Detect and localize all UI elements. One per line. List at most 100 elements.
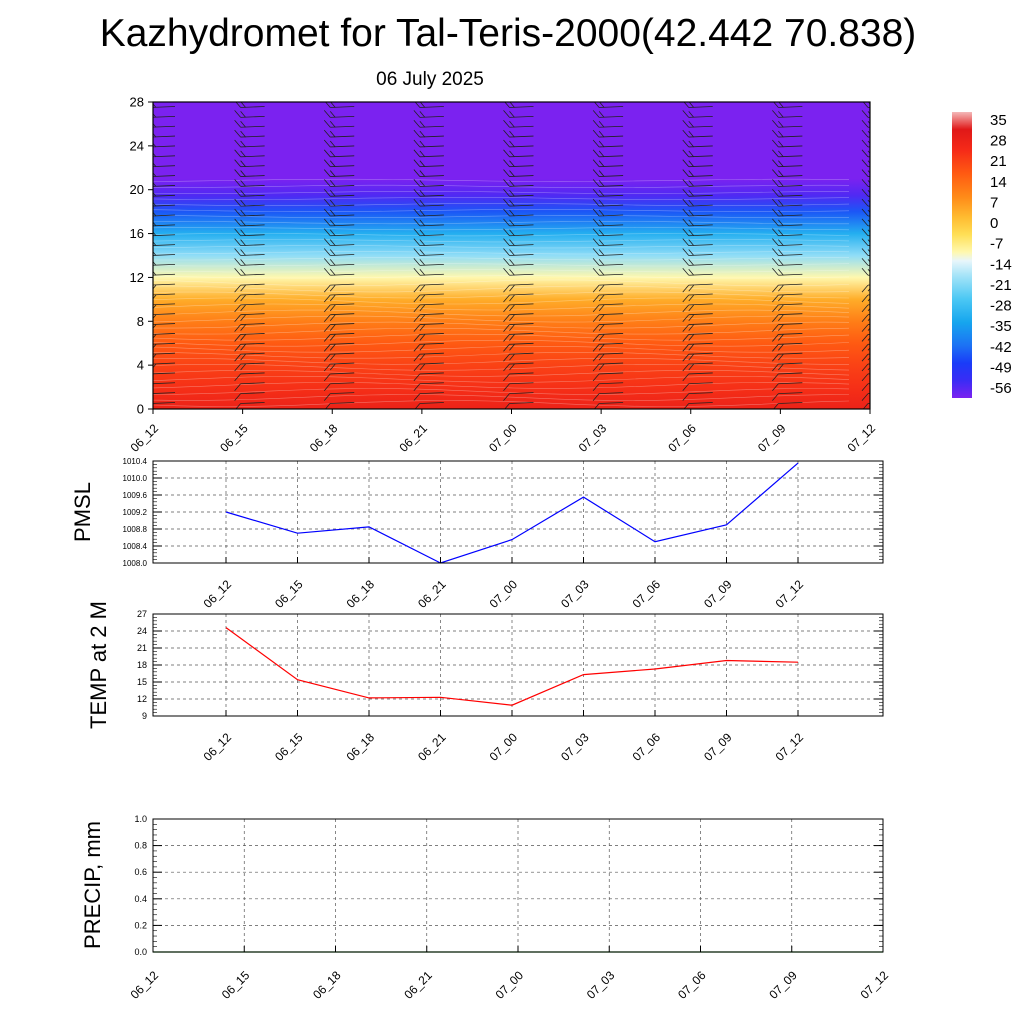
wind-barb [861,218,870,227]
wind-barb [861,383,870,392]
wind-barb [323,362,355,372]
wind-barb [592,333,624,342]
wind-barb [234,313,265,322]
wind-barb [682,283,713,293]
wind-barb [323,382,355,392]
wind-barb [323,293,355,303]
contour-line [153,251,850,255]
pmsl-xtick-label: 06_18 [344,577,378,611]
wind-barb [682,313,713,322]
wind-barb [413,169,444,177]
wind-barb [592,129,624,138]
wind-barb [592,189,624,197]
temp-xtick-label: 07_12 [773,730,807,764]
precip-ytick-label: 1.0 [134,814,147,824]
wind-barb [234,267,265,276]
wind-barb [413,248,444,256]
contour-line [153,285,850,293]
wind-barb [503,149,534,158]
wind-barb [682,342,713,352]
colorbar-label: 0 [990,215,998,232]
wind-barb [503,303,534,313]
wind-barb [234,189,265,197]
pmsl-ytick-label: 1009.6 [123,491,148,500]
precip-ylabel: PRECIP, mm [80,821,105,949]
wind-barb [413,392,444,401]
contour-line [153,370,850,377]
wind-barb [503,208,534,217]
wind-barb [153,382,176,385]
wind-barb [772,129,803,138]
wind-barb [503,129,534,138]
wind-barb [682,258,713,266]
wind-barb [592,352,624,362]
wind-barb [323,169,355,177]
wind-barb [153,372,176,375]
wind-barb [772,392,803,401]
wind-barb [234,333,265,342]
wind-barb [234,169,265,177]
wind-barb [682,362,713,372]
wind-barb [503,362,534,372]
precip-ytick-label: 0.0 [134,947,147,957]
wind-barb [861,284,870,293]
wind-barb [772,342,803,352]
precip-ytick-label: 0.2 [134,920,147,930]
contour-line [153,333,850,341]
wind-barb [323,119,355,128]
temp-xtick-label: 06_12 [201,730,235,764]
wind-barb [234,372,265,382]
temp-ytick-label: 27 [137,609,147,619]
wind-barb [234,293,265,303]
wind-barb [503,198,534,207]
precip-xtick-label: 07_00 [493,968,527,1002]
wind-barb [323,342,355,352]
contour-line [153,394,850,401]
temp-xtick-label: 06_21 [415,730,449,764]
wind-barb [503,313,534,322]
wind-barb [772,198,803,207]
wind-barb [413,228,444,237]
wind-barb [682,228,713,237]
wind-barb [861,294,870,303]
wind-barb [503,169,534,177]
wind-barb [592,323,624,332]
wind-barb [503,372,534,382]
precip-xtick-label: 06_12 [128,968,162,1002]
contour-line [153,239,850,243]
temp-xtick-label: 07_06 [630,730,664,764]
colorbar-label: 21 [990,153,1007,170]
wind-barb [682,238,713,247]
cs-xtick-label: 07_00 [486,421,520,455]
wind-barb [592,218,624,227]
wind-barb [323,372,355,382]
temp-ytick-label: 12 [137,694,147,704]
wind-barb [682,382,713,392]
wind-barb [234,159,265,168]
wind-barb [592,179,624,187]
wind-barb [592,258,624,266]
wind-barb [413,372,444,382]
wind-barb [682,159,713,168]
wind-barb [413,139,444,148]
wind-barb [323,258,355,266]
wind-barb [323,333,355,342]
precip-xtick-label: 07_12 [858,968,892,1002]
pmsl-xtick-label: 07_00 [487,577,521,611]
temp-ytick-label: 21 [137,643,147,653]
precip-xtick-label: 06_18 [310,968,344,1002]
wind-barb [413,342,444,352]
wind-barb [592,293,624,303]
temp-ytick-label: 18 [137,660,147,670]
wind-barb [772,218,803,227]
wind-barb [592,208,624,217]
wind-barb [682,392,713,401]
wind-barb [413,267,444,276]
wind-barb [234,198,265,207]
precip-xtick-label: 06_15 [219,968,253,1002]
wind-barb [503,179,534,187]
wind-barb [323,283,355,293]
contour-line [153,309,850,317]
cs-xtick-label: 06_18 [307,421,341,455]
